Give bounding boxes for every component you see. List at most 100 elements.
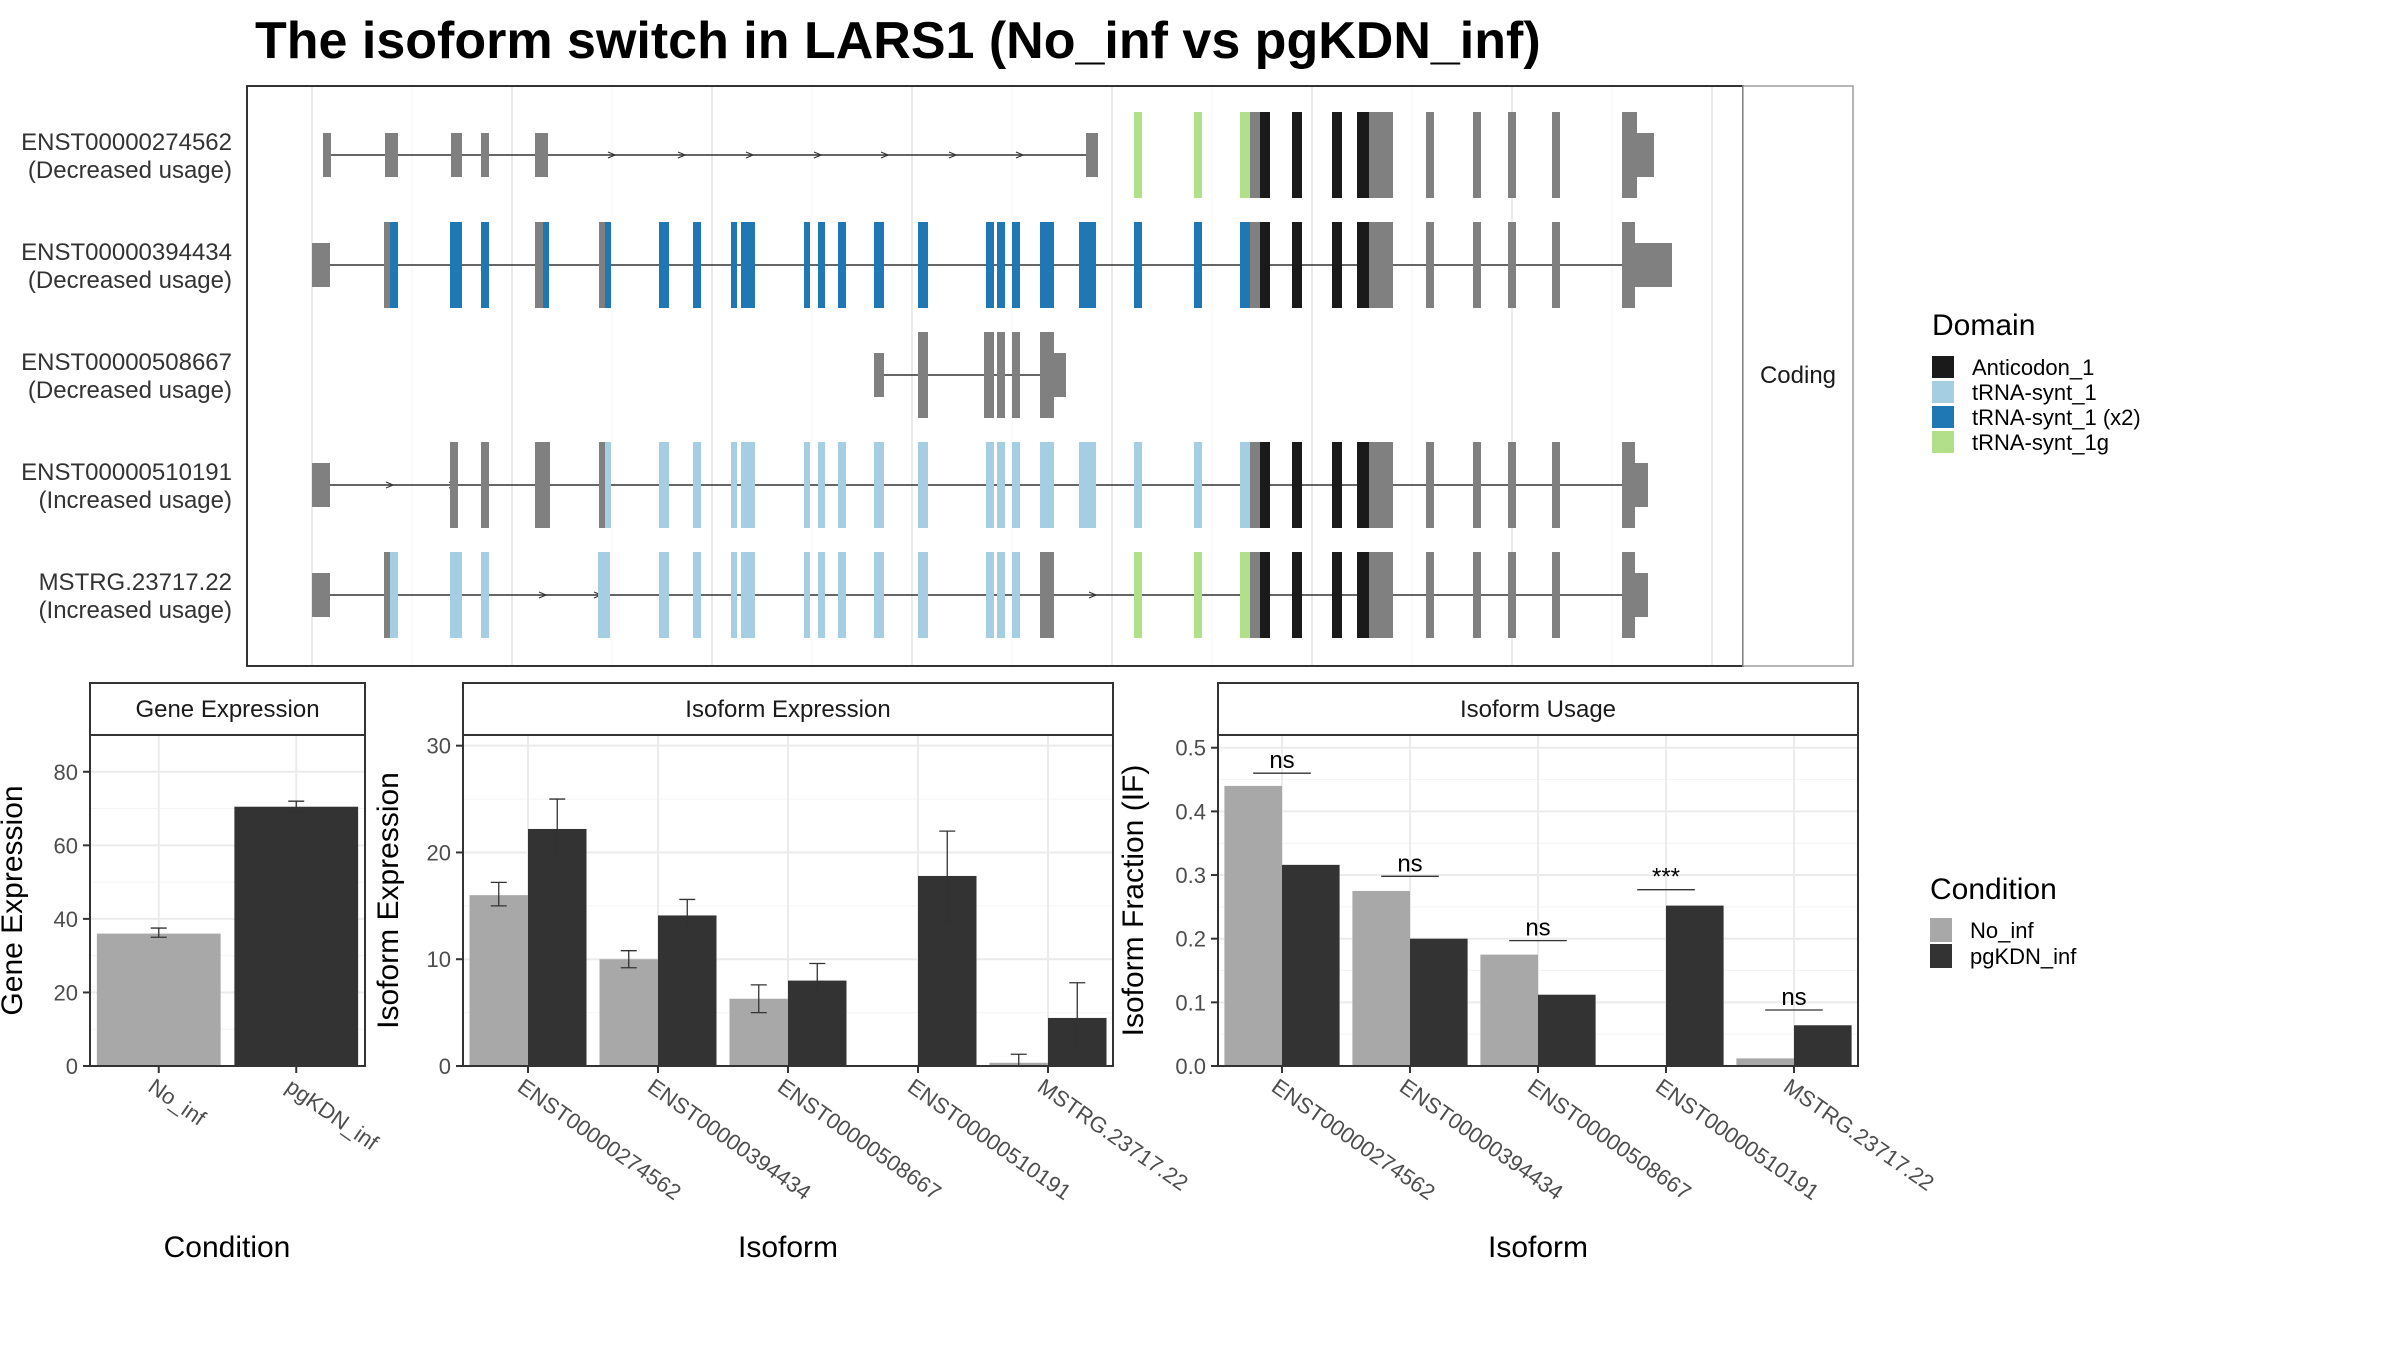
y-tick-label: 20 — [54, 980, 78, 1005]
isoform-label: ENST00000394434 — [21, 239, 232, 266]
coding-exon — [731, 222, 737, 308]
direction-arrow — [880, 151, 890, 159]
isoform-label: MSTRG.23717.22 — [39, 569, 232, 596]
coding-exon — [390, 552, 398, 638]
y-axis-title: Gene Expression — [0, 785, 29, 1015]
coding-exon — [599, 442, 605, 528]
coding-exon — [599, 222, 605, 308]
coding-exon — [693, 552, 701, 638]
coding-exon — [1240, 112, 1250, 198]
legend-label: tRNA-synt_1 (x2) — [1972, 405, 2141, 430]
bar-pgkdn-inf — [1538, 994, 1596, 1066]
utr-exon — [312, 573, 330, 617]
isoform-note: (Increased usage) — [39, 597, 232, 624]
legend-label: tRNA-synt_1g — [1972, 430, 2109, 455]
x-axis-title: Isoform — [1488, 1231, 1588, 1264]
coding-exon — [390, 222, 398, 308]
gene-expression-panel: Gene Expression 0 20 40 60 80 No_inf pgKDN_inf G… — [0, 682, 384, 1264]
y-axis-title: Isoform Expression — [372, 772, 405, 1029]
coding-exon — [693, 222, 701, 308]
coding-exon — [1552, 112, 1560, 198]
coding-exon — [543, 222, 549, 308]
coding-exon — [1040, 332, 1054, 418]
y-axis-title: Isoform Fraction (IF) — [1117, 765, 1150, 1037]
legend-label: tRNA-synt_1 — [1972, 380, 2097, 405]
coding-exon — [1240, 442, 1250, 528]
y-tick-label: 0.1 — [1175, 990, 1206, 1015]
coding-exon — [1473, 222, 1481, 308]
y-tick-label: 0 — [66, 1054, 78, 1079]
coding-exon — [605, 442, 611, 528]
y-tick-label: 20 — [427, 840, 451, 865]
isoform-label: ENST00000274562 — [21, 129, 232, 156]
domain-legend-title: Domain — [1932, 309, 2035, 342]
condition-legend-title: Condition — [1930, 873, 2057, 906]
y-tick-label: 0.2 — [1175, 927, 1206, 952]
coding-exon — [1357, 112, 1369, 198]
bar-no-inf — [599, 959, 658, 1066]
coding-exon — [1369, 552, 1380, 638]
coding-exon — [1332, 222, 1342, 308]
structure-background — [247, 86, 1743, 666]
bar-pgkdn-inf — [1666, 905, 1724, 1066]
coding-exon — [535, 442, 550, 528]
coding-exon — [1134, 552, 1142, 638]
coding-exon — [838, 442, 846, 528]
coding-exon — [1357, 222, 1369, 308]
legend-key-pgkdn-inf — [1930, 944, 1952, 968]
utr-exon — [1635, 573, 1648, 617]
isoform-note: (Increased usage) — [39, 487, 232, 514]
coding-exon — [1040, 222, 1054, 308]
coding-exon — [659, 552, 669, 638]
bar-no-inf — [469, 895, 528, 1066]
coding-exon — [1250, 442, 1262, 528]
coding-exon — [598, 552, 610, 638]
coding-exon — [1012, 552, 1020, 638]
isoform-usage-panel: ns ns ns *** ns Isoform Usage 0.0 0.1 0.2 0.3 0.4 0… — [1117, 682, 1939, 1264]
y-tick-label: 0.3 — [1175, 863, 1206, 888]
y-tick-label: 30 — [427, 734, 451, 759]
panel-strip — [89, 682, 366, 736]
coding-exon — [1380, 552, 1393, 638]
coding-exon — [997, 552, 1005, 638]
direction-arrow — [538, 591, 548, 599]
coding-exon — [1292, 112, 1302, 198]
coding-exon — [1134, 112, 1142, 198]
bar-no-inf — [1224, 785, 1282, 1066]
coding-exon — [1079, 442, 1096, 528]
coding-exon — [874, 552, 884, 638]
isoform-note: (Decreased usage) — [28, 267, 232, 294]
direction-arrow — [813, 151, 823, 159]
bar-pgkdn-inf — [658, 915, 717, 1066]
y-tick-label: 0.0 — [1175, 1054, 1206, 1079]
coding-exon — [804, 552, 810, 638]
coding-exon — [741, 552, 755, 638]
isoform-label: ENST00000508667 — [21, 349, 232, 376]
coding-exon — [1357, 442, 1369, 528]
coding-exon — [1012, 332, 1020, 418]
transcript-track — [312, 552, 1648, 638]
coding-exon — [997, 442, 1005, 528]
coding-exon — [1473, 112, 1481, 198]
coding-exon — [918, 552, 928, 638]
coding-exon — [874, 442, 884, 528]
coding-exon — [1292, 552, 1302, 638]
coding-exon — [1194, 552, 1202, 638]
y-tick-label: 0 — [439, 1054, 451, 1079]
direction-arrow — [607, 151, 617, 159]
coding-exon — [1552, 442, 1560, 528]
bar-no-inf — [1736, 1058, 1794, 1066]
coding-exon — [918, 332, 928, 418]
coding-exon — [1426, 552, 1434, 638]
x-axis-title: Isoform — [738, 1231, 838, 1264]
y-tick-label: 0.4 — [1175, 799, 1206, 824]
coding-exon — [986, 222, 994, 308]
coding-exon — [918, 222, 928, 308]
bar-pgkdn-inf — [234, 806, 359, 1066]
legend-key-anticodon — [1932, 356, 1954, 378]
coding-exon — [535, 222, 543, 308]
coding-exon — [838, 222, 846, 308]
bar-pgkdn-inf — [1794, 1025, 1852, 1066]
coding-exon — [1079, 222, 1096, 308]
